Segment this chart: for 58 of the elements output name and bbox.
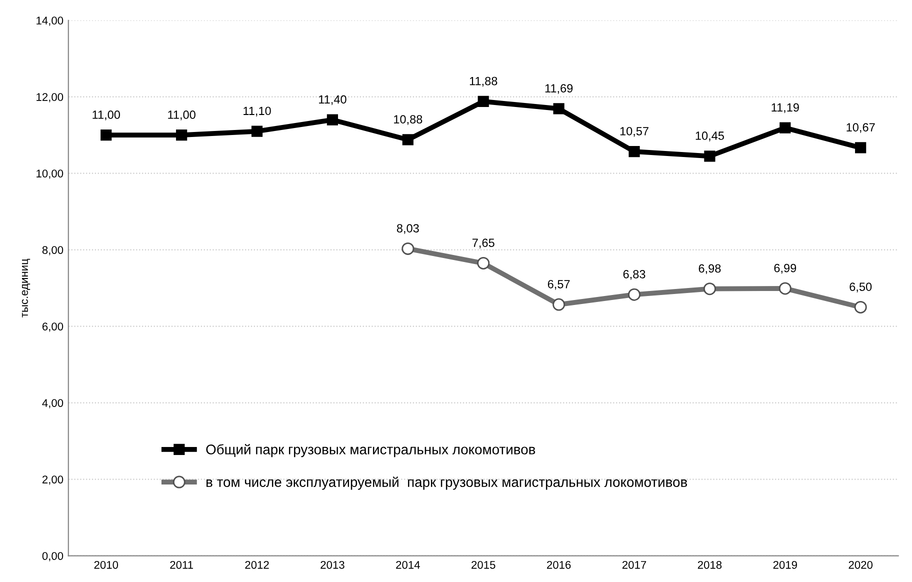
data-label: 10,45 — [696, 132, 724, 142]
y-tick-label: 14,00 — [36, 16, 64, 26]
point — [628, 288, 641, 301]
point — [778, 282, 792, 295]
point — [552, 298, 566, 311]
data-label: 11,10 — [244, 106, 271, 116]
x-tick-label: 2014 — [396, 560, 420, 569]
legend-label: Общий парк грузовых магистральных локомотивов — [206, 444, 536, 458]
y-axis-title: тыс.единиц — [22, 258, 30, 318]
x-tick-label: 2016 — [547, 560, 571, 569]
data-label: 8,03 — [396, 224, 419, 234]
y-tick-label: 6,00 — [42, 322, 64, 332]
y-tick-label: 4,00 — [42, 399, 64, 408]
x-tick-label: 2015 — [472, 560, 496, 569]
x-tick-label: 2019 — [773, 560, 797, 569]
data-label: 11,88 — [470, 76, 498, 87]
data-label: 6,83 — [623, 270, 646, 280]
data-label: 11,69 — [545, 84, 573, 94]
data-label: 11,00 — [92, 110, 120, 120]
y-tick-label: 2,00 — [42, 476, 64, 485]
legend-label: в том числе эксплуатируемый парк грузовых магистральных локомотивов — [206, 476, 688, 490]
point — [176, 130, 188, 141]
point — [402, 242, 414, 255]
y-tick-label: 10,00 — [36, 170, 64, 179]
x-tick-label: 2018 — [698, 560, 722, 569]
x-tick-label: 2020 — [848, 560, 873, 569]
point — [477, 256, 490, 270]
point — [402, 134, 414, 146]
point — [326, 114, 338, 126]
point — [628, 146, 640, 158]
y-tick-label: 8,00 — [42, 246, 64, 256]
data-label: 10,57 — [620, 126, 648, 137]
data-label: 6,98 — [698, 264, 721, 274]
y-tick-label: 0,00 — [42, 552, 64, 562]
point — [553, 103, 564, 114]
data-label: 7,65 — [472, 238, 494, 248]
data-label: 6,99 — [774, 264, 796, 274]
data-label: 11,00 — [168, 110, 196, 120]
point — [100, 130, 112, 141]
point — [855, 142, 866, 154]
x-tick-label: 2017 — [622, 560, 646, 569]
x-tick-label: 2013 — [320, 560, 344, 569]
data-label: 10,67 — [846, 123, 875, 133]
data-label: 6,57 — [548, 280, 570, 290]
data-label: 6,50 — [850, 282, 872, 292]
y-tick-label: 12,00 — [36, 93, 64, 102]
data-label: 11,19 — [772, 103, 799, 114]
data-label: 10,88 — [394, 115, 422, 125]
point — [478, 96, 489, 108]
x-tick-label: 2011 — [170, 560, 193, 569]
point — [780, 122, 791, 134]
point — [854, 300, 867, 314]
x-tick-label: 2012 — [245, 560, 269, 569]
data-label: 11,40 — [319, 95, 346, 105]
point — [704, 150, 716, 162]
point — [703, 282, 716, 296]
point — [251, 126, 263, 137]
x-tick-label: 2010 — [94, 560, 118, 569]
